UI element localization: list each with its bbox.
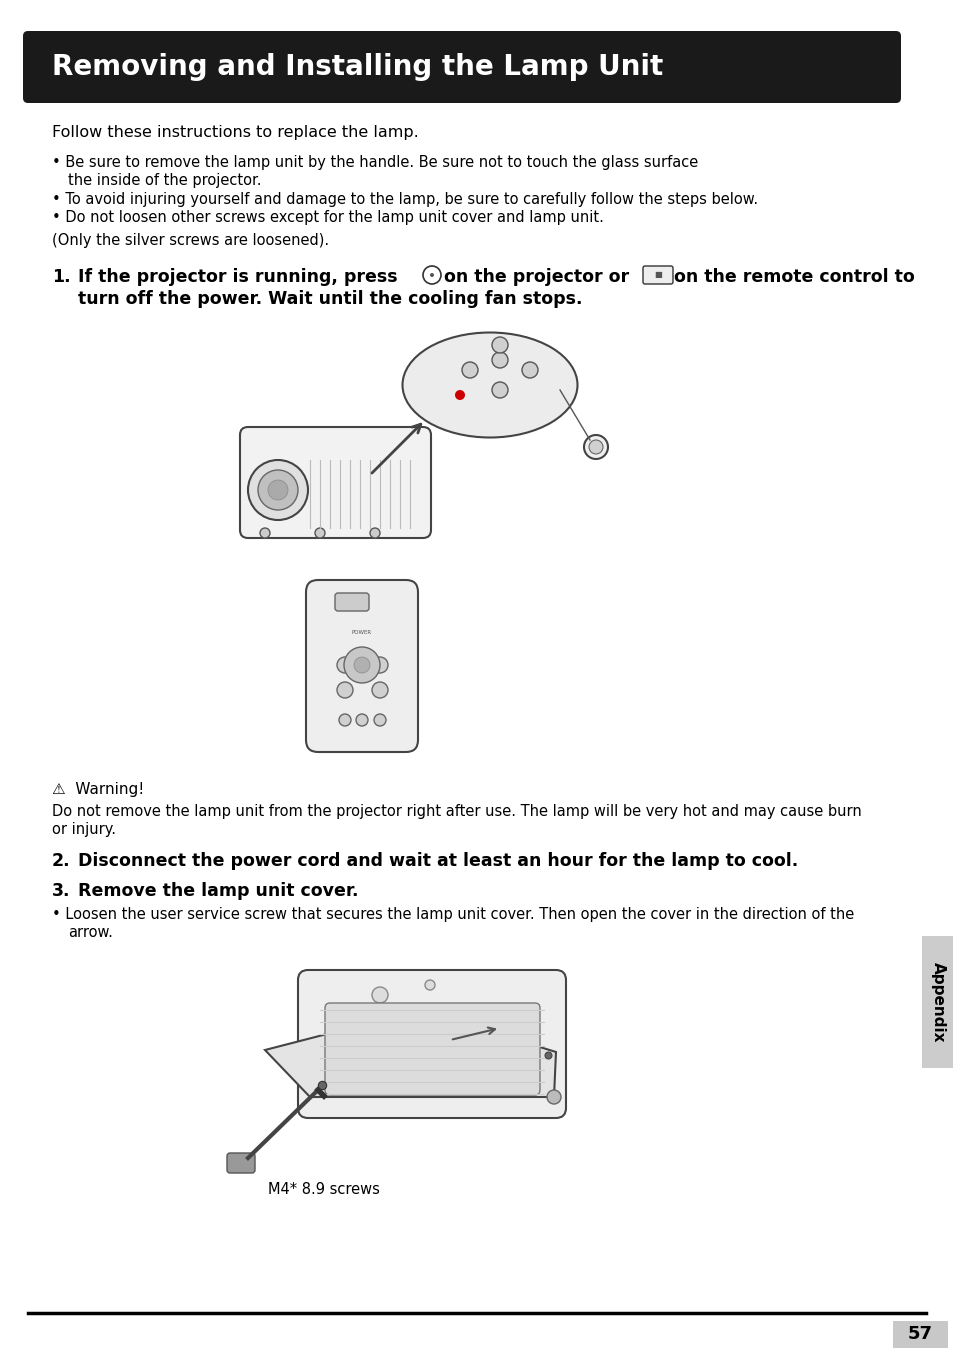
Circle shape [354,658,370,673]
Circle shape [268,480,288,500]
Text: Appendix: Appendix [929,961,944,1043]
Text: 57: 57 [906,1325,931,1342]
Text: Removing and Installing the Lamp Unit: Removing and Installing the Lamp Unit [52,53,662,81]
FancyBboxPatch shape [921,936,953,1069]
FancyBboxPatch shape [23,31,900,103]
Text: or injury.: or injury. [52,822,116,837]
Text: on the projector or: on the projector or [443,268,628,286]
Circle shape [372,682,388,698]
Text: Follow these instructions to replace the lamp.: Follow these instructions to replace the… [52,125,418,140]
Circle shape [455,391,464,400]
Text: Do not remove the lamp unit from the projector right after use. The lamp will be: Do not remove the lamp unit from the pro… [52,804,861,819]
Circle shape [374,715,386,725]
Circle shape [461,362,477,378]
Text: arrow.: arrow. [68,925,112,940]
Text: Remove the lamp unit cover.: Remove the lamp unit cover. [78,881,358,900]
Text: 1.: 1. [52,268,71,286]
Circle shape [336,682,353,698]
Circle shape [248,460,308,519]
Circle shape [257,471,297,510]
Circle shape [355,715,368,725]
Text: • To avoid injuring yourself and damage to the lamp, be sure to carefully follow: • To avoid injuring yourself and damage … [52,193,758,207]
Circle shape [344,647,379,683]
Circle shape [430,273,434,277]
FancyBboxPatch shape [227,1153,254,1173]
Circle shape [583,435,607,458]
Text: turn off the power. Wait until the cooling fan stops.: turn off the power. Wait until the cooli… [78,290,582,308]
Text: ■: ■ [654,270,661,279]
Text: M4* 8.9 screws: M4* 8.9 screws [268,1182,379,1197]
Text: 3.: 3. [52,881,71,900]
FancyBboxPatch shape [892,1321,947,1348]
FancyBboxPatch shape [297,970,565,1117]
Text: 2.: 2. [52,852,71,871]
Circle shape [492,353,507,367]
Circle shape [492,338,507,353]
Text: • Do not loosen other screws except for the lamp unit cover and lamp unit.: • Do not loosen other screws except for … [52,210,603,225]
Text: If the projector is running, press: If the projector is running, press [78,268,397,286]
Circle shape [336,658,353,673]
FancyBboxPatch shape [325,1003,539,1096]
FancyBboxPatch shape [240,427,431,538]
Circle shape [260,527,270,538]
Circle shape [588,439,602,454]
Circle shape [372,987,388,1003]
Circle shape [546,1090,560,1104]
Text: • Loosen the user service screw that secures the lamp unit cover. Then open the : • Loosen the user service screw that sec… [52,907,853,922]
Polygon shape [265,1010,556,1097]
FancyBboxPatch shape [306,580,417,753]
Circle shape [372,658,388,673]
Circle shape [492,382,507,399]
Circle shape [370,527,379,538]
Circle shape [338,715,351,725]
FancyBboxPatch shape [335,593,369,612]
Text: Disconnect the power cord and wait at least an hour for the lamp to cool.: Disconnect the power cord and wait at le… [78,852,798,871]
Circle shape [521,362,537,378]
Circle shape [424,980,435,990]
Ellipse shape [402,332,577,438]
Text: (Only the silver screws are loosened).: (Only the silver screws are loosened). [52,233,329,248]
Text: ⚠  Warning!: ⚠ Warning! [52,782,144,797]
Text: the inside of the projector.: the inside of the projector. [68,174,261,188]
Text: POWER: POWER [352,631,372,635]
Circle shape [314,527,325,538]
Text: • Be sure to remove the lamp unit by the handle. Be sure not to touch the glass : • Be sure to remove the lamp unit by the… [52,155,698,170]
FancyBboxPatch shape [642,266,672,283]
Text: on the remote control to: on the remote control to [673,268,914,286]
